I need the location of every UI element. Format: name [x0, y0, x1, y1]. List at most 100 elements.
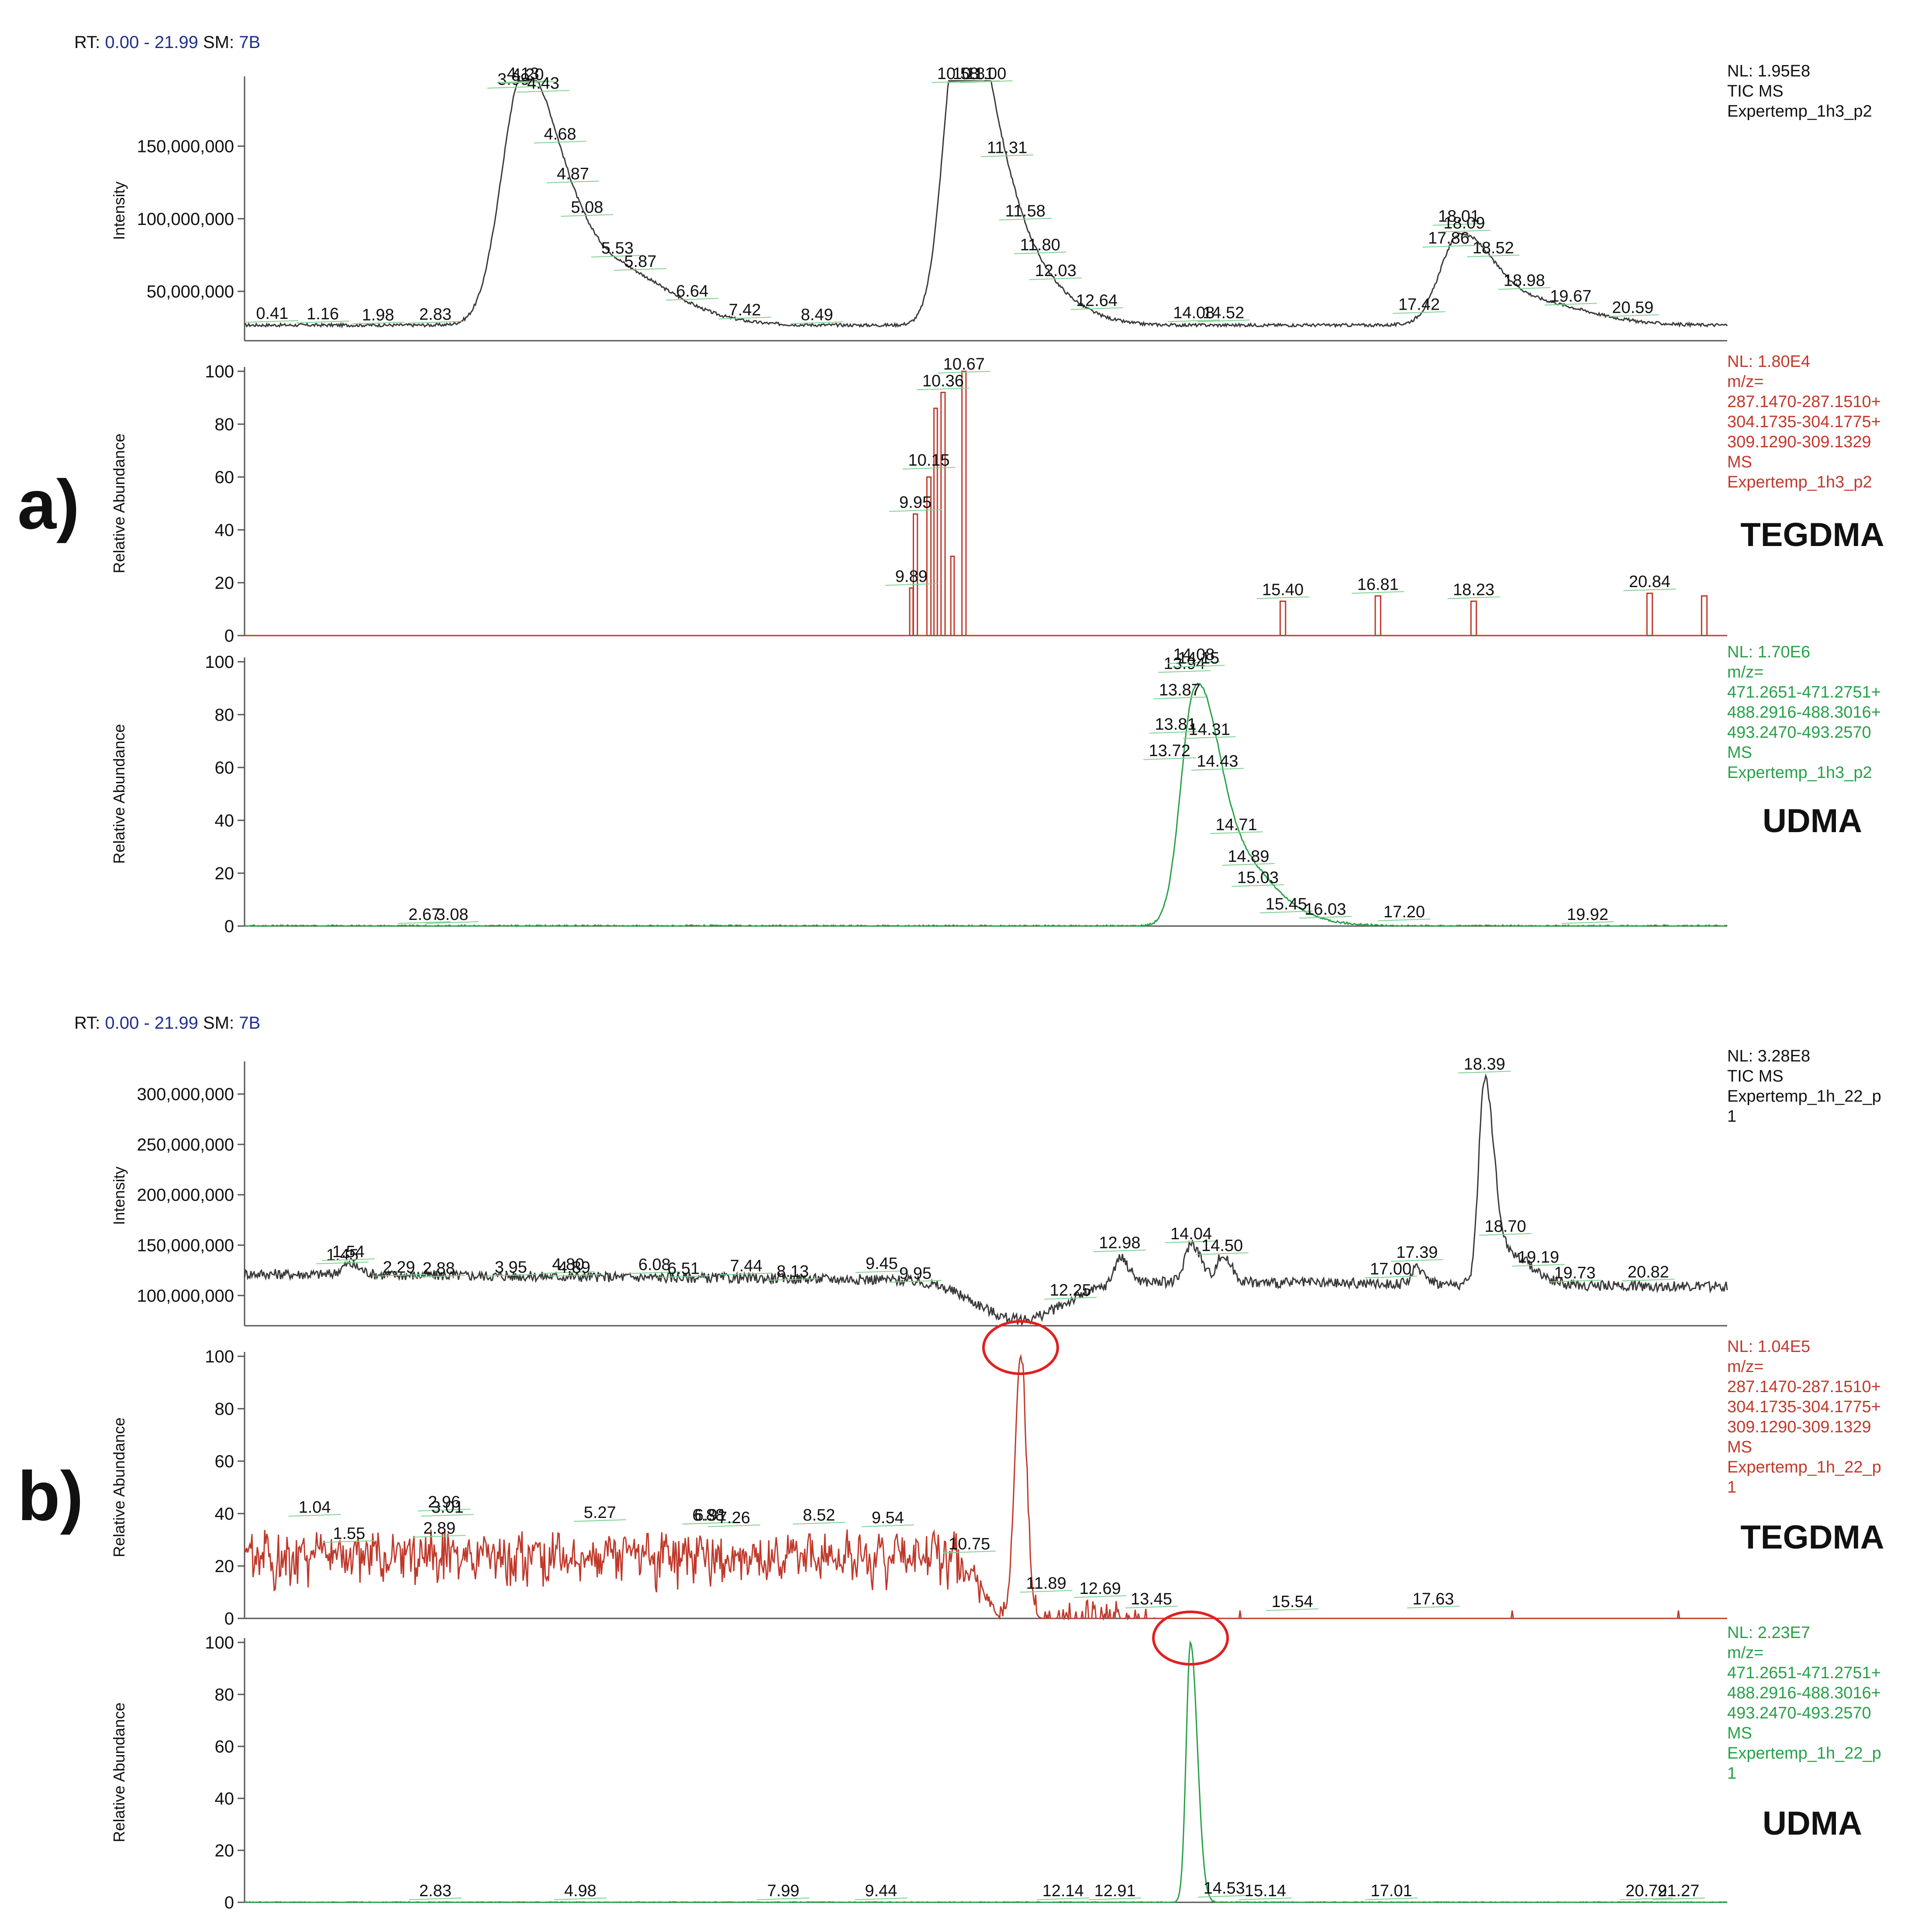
- info-line: 493.2470-493.2570: [1727, 723, 1871, 742]
- y-axis-label: Intensity: [110, 181, 128, 240]
- y-tick-label: 80: [215, 1400, 235, 1419]
- peak-tick: [591, 255, 644, 258]
- peak-tick: [1125, 1606, 1178, 1608]
- peak-label: 4.43: [527, 74, 559, 93]
- panel-letter: a): [17, 465, 79, 543]
- peak-tick: [1447, 596, 1500, 599]
- peak-label: 20.59: [1612, 298, 1653, 317]
- peak-tick: [855, 1270, 908, 1273]
- peak-label: 18.09: [1443, 214, 1485, 232]
- rt-header: RT: 0.00 - 21.99 SM: 7B: [74, 1013, 260, 1033]
- peak-label: 14.89: [1228, 847, 1269, 866]
- peak-tick: [517, 90, 569, 93]
- y-tick-label: 250,000,000: [137, 1135, 234, 1155]
- peak-tick: [554, 1898, 607, 1900]
- peak-label: 9.89: [895, 567, 928, 586]
- peak-label: 17.01: [1371, 1882, 1412, 1900]
- peak-label: 14.04: [1170, 1225, 1212, 1243]
- trace-3: 0 20 40 60 80 100 Relative Abundance NL: 1.70E6…: [110, 643, 1881, 936]
- peak-tick: [561, 214, 614, 217]
- trace-3: 0 20 40 60 80 100 Relative Abundance NL: 2.23E7…: [110, 1611, 1881, 1912]
- peak-tick: [1074, 1595, 1127, 1598]
- info-line: 493.2470-493.2570: [1727, 1704, 1871, 1722]
- peak-label: 12.64: [1076, 291, 1118, 310]
- y-axis-label: Relative Abundance: [110, 1702, 128, 1842]
- peak-tick: [534, 141, 586, 144]
- peak-tick: [1029, 277, 1082, 280]
- info-line: Expertemp_1h3_p2: [1727, 764, 1872, 782]
- peak-label: 11.80: [1020, 236, 1060, 254]
- peak-tick: [1232, 884, 1284, 887]
- peak-tick: [1093, 1249, 1146, 1252]
- peak-label: 7.26: [718, 1509, 750, 1527]
- peak-label: 17.00: [1370, 1260, 1411, 1278]
- peak-label: 18.52: [1473, 239, 1514, 257]
- peak-label: 15.54: [1272, 1593, 1313, 1611]
- peak-label: 1.55: [333, 1524, 365, 1543]
- peak-tick: [757, 1898, 810, 1900]
- y-tick-label: 20: [215, 574, 235, 593]
- peak-label: 4.68: [544, 125, 576, 143]
- info-line: 309.1290-309.1329: [1727, 433, 1871, 451]
- peak-tick: [932, 80, 984, 83]
- peak-tick: [960, 80, 1013, 83]
- peak-tick: [903, 467, 956, 470]
- peak-tick: [1622, 1279, 1675, 1282]
- peak-tick: [657, 1275, 710, 1278]
- peak-label: 3.95: [495, 1258, 527, 1276]
- peak-label: 4.80: [552, 1255, 584, 1274]
- series-line: [245, 370, 1727, 636]
- peak-label: 4.13: [507, 65, 539, 83]
- peak-tick: [861, 1524, 914, 1527]
- peak-tick: [484, 1274, 537, 1277]
- y-tick-label: 40: [215, 521, 235, 540]
- peak-label: 8.13: [776, 1262, 809, 1281]
- info-line: MS: [1727, 453, 1752, 471]
- peak-tick: [573, 1519, 626, 1522]
- peak-label: 17.20: [1383, 903, 1425, 921]
- y-tick-label: 100: [205, 1347, 234, 1366]
- peak-label: 2.83: [419, 1882, 452, 1900]
- peak-tick: [1299, 916, 1352, 919]
- peak-label: 10.15: [908, 451, 949, 470]
- peak-label: 17.86: [1428, 229, 1470, 248]
- trace-1: 100,000,000 150,000,000 200,000,000 250,000…: [110, 1047, 1881, 1327]
- peak-tick: [542, 1271, 595, 1274]
- peak-tick: [614, 268, 667, 271]
- info-line: 1: [1727, 1107, 1736, 1126]
- peak-tick: [1172, 665, 1225, 668]
- peak-tick: [684, 1522, 737, 1524]
- peak-label: 13.87: [1159, 681, 1201, 699]
- series-line: [244, 80, 1728, 329]
- peak-tick: [938, 371, 990, 373]
- info-line: 287.1470-287.1510+: [1727, 393, 1881, 411]
- rt-label: RT:: [74, 33, 105, 52]
- compound-label: TEGDMA: [1740, 1519, 1884, 1556]
- compound-label: TEGDMA: [1740, 516, 1884, 553]
- peak-tick: [323, 1540, 376, 1543]
- rt-range: 0.00 - 21.99: [105, 33, 198, 52]
- peak-tick: [1191, 768, 1244, 771]
- sm-value: 7B: [239, 1013, 260, 1033]
- peak-tick: [546, 180, 599, 183]
- peak-label: 13.81: [1155, 715, 1197, 733]
- peak-label: 3.08: [436, 906, 469, 924]
- peak-label: 7.42: [729, 301, 761, 319]
- peak-tick: [999, 218, 1052, 221]
- y-tick-label: 150,000,000: [137, 1236, 234, 1255]
- peak-label: 0.41: [256, 304, 288, 323]
- info-line: m/z=: [1727, 1644, 1763, 1662]
- peak-label: 10.75: [949, 1535, 990, 1553]
- peak-tick: [398, 921, 451, 924]
- peak-tick: [1044, 1297, 1097, 1300]
- peak-label: 11.00: [966, 65, 1006, 83]
- peak-label: 14.71: [1216, 816, 1257, 834]
- y-tick-label: 0: [224, 917, 234, 936]
- peak-label: 13.72: [1149, 742, 1190, 760]
- peak-tick: [1422, 245, 1475, 248]
- peak-tick: [1467, 254, 1520, 257]
- peak-label: 6.88: [692, 1506, 724, 1524]
- peak-label: 14.43: [1197, 752, 1238, 771]
- peak-label: 3.99: [497, 70, 530, 89]
